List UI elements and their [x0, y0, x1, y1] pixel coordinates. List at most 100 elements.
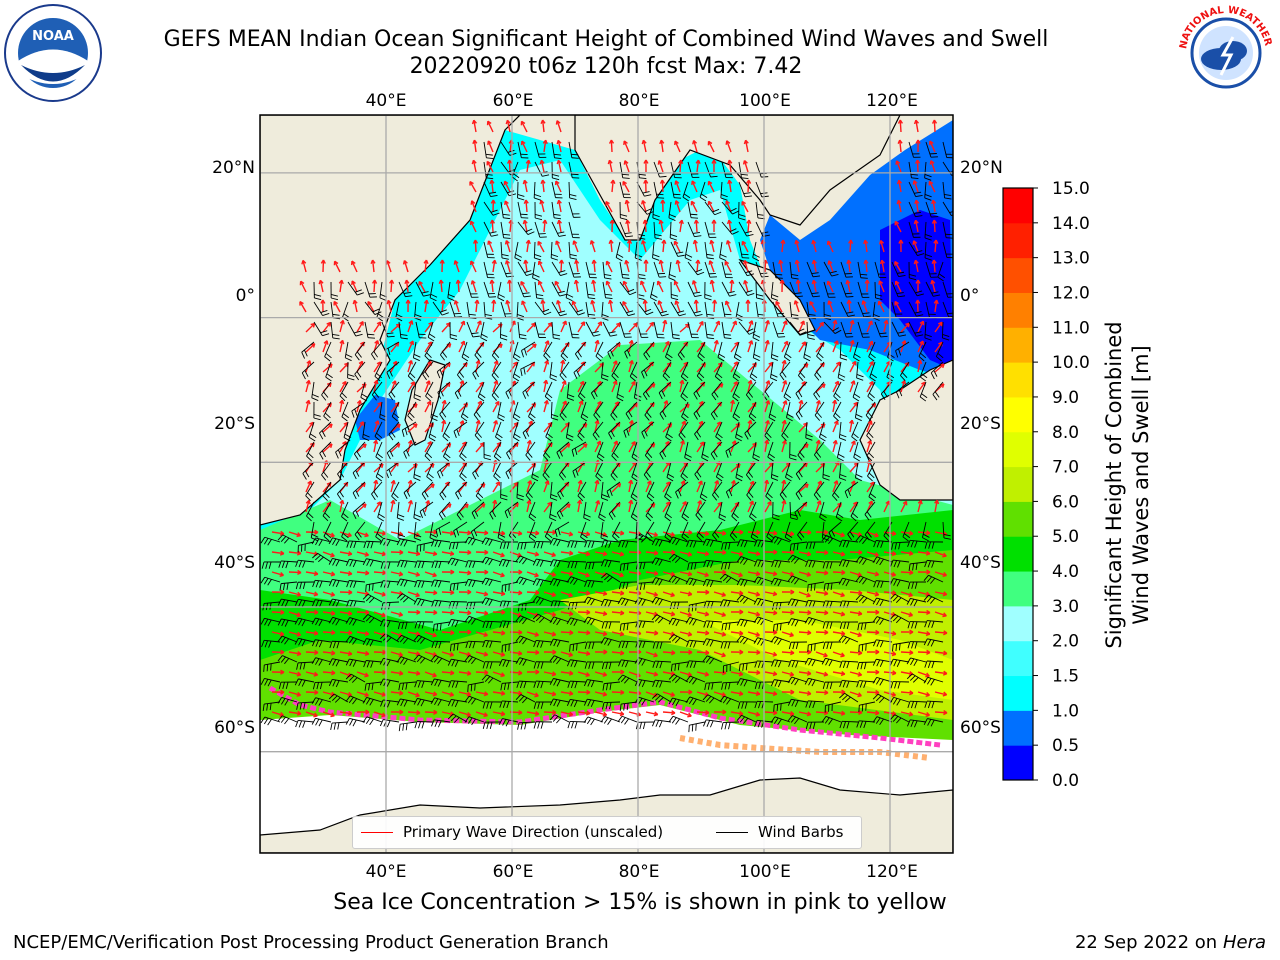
wave-arrow [832, 611, 846, 617]
wave-arrow [373, 611, 386, 618]
wave-arrow [356, 551, 370, 557]
wave-arrow [815, 671, 829, 677]
wave-arrow [555, 240, 562, 253]
wave-arrow [607, 159, 613, 173]
wave-arrow [764, 651, 778, 657]
legend-label: Wind Barbs [758, 823, 844, 841]
wave-arrow [407, 571, 421, 577]
colorbar-segment [1003, 501, 1033, 537]
wave-arrow [407, 651, 421, 657]
wave-arrow [560, 380, 567, 393]
wave-arrow [645, 550, 659, 556]
wave-arrow [917, 550, 931, 556]
wave-arrow [523, 199, 529, 213]
colorbar-segment [1003, 362, 1033, 398]
wave-arrow [470, 200, 477, 213]
wave-arrow [537, 280, 545, 293]
wave-arrow [577, 689, 591, 695]
wave-arrow [455, 279, 461, 293]
wave-arrow [407, 691, 420, 698]
wave-arrow [900, 649, 914, 656]
wave-arrow [691, 280, 698, 293]
wave-arrow [471, 159, 477, 173]
wave-arrow [521, 300, 528, 313]
wave-arrow [356, 421, 364, 433]
wave-arrow [305, 570, 319, 577]
wave-arrow [475, 549, 489, 555]
wave-arrow [628, 499, 634, 513]
wave-arrow [900, 500, 908, 513]
wave-arrow [540, 119, 546, 133]
wave-arrow [594, 500, 601, 513]
wave-arrow [849, 610, 863, 616]
wave-arrow [339, 380, 347, 393]
map-content [260, 115, 953, 853]
wave-arrow [556, 139, 562, 153]
wave-arrow [645, 570, 659, 576]
wave-arrow [271, 550, 285, 556]
wave-arrow [526, 691, 539, 698]
wave-arrow [747, 611, 761, 617]
wave-arrow [356, 609, 370, 616]
wave-arrow [492, 651, 506, 657]
wave-arrow [350, 260, 358, 273]
wave-arrow [713, 480, 720, 493]
wave-arrow [605, 280, 613, 293]
wave-arrow [611, 551, 625, 557]
wave-arrow [322, 650, 336, 656]
wave-arrow [678, 219, 684, 233]
wave-arrow [781, 320, 788, 333]
wave-arrow [407, 499, 413, 513]
wave-arrow [692, 239, 698, 253]
wave-arrow [339, 319, 345, 333]
wave-arrow [849, 339, 855, 353]
wave-arrow [458, 530, 472, 536]
colorbar-tick-label: 1.5 [1052, 667, 1079, 687]
wave-arrow [895, 160, 902, 173]
wave-arrow [645, 591, 659, 597]
wave-arrow [713, 691, 726, 698]
colorbar-tick-label: 0.5 [1052, 736, 1079, 756]
wave-arrow [288, 569, 302, 576]
colorbar-tick-label: 8.0 [1052, 423, 1079, 443]
colorbar-tick-label: 9.0 [1052, 388, 1079, 408]
wave-arrow [424, 571, 437, 578]
wave-arrow [560, 503, 571, 513]
wave-arrow [815, 610, 829, 616]
wave-arrow [486, 120, 494, 133]
wave-arrow [900, 530, 914, 536]
wave-arrow [560, 690, 574, 696]
wave-arrow [832, 651, 845, 658]
wave-arrow [305, 630, 319, 636]
wave-arrow [543, 671, 557, 677]
lon-tick-top: 60°E [493, 91, 534, 111]
wave-arrow [832, 689, 846, 695]
wave-arrow [560, 550, 574, 556]
wave-arrow [811, 259, 817, 273]
wave-arrow [917, 320, 925, 333]
wave-arrow [934, 611, 947, 618]
wave-arrow [339, 339, 345, 353]
wave-arrow [504, 200, 511, 213]
wave-arrow [458, 629, 472, 635]
wave-arrow [692, 139, 698, 153]
wave-arrow [764, 530, 778, 536]
wave-arrow [674, 140, 681, 153]
wave-arrow [775, 300, 783, 313]
wave-arrow [798, 571, 812, 577]
wave-arrow [931, 219, 938, 233]
wave-arrow [560, 670, 574, 676]
wave-arrow [390, 571, 404, 577]
wave-arrow [793, 300, 800, 313]
wave-arrow [913, 119, 920, 133]
wave-arrow [474, 299, 480, 313]
wave-arrow [611, 440, 619, 453]
wave-arrow [781, 439, 787, 453]
lat-tick-right: 0° [960, 286, 979, 306]
wave-arrow [713, 339, 719, 353]
wave-arrow [679, 551, 693, 557]
wave-arrow [492, 400, 500, 413]
wave-arrow [560, 359, 566, 373]
lon-tick-bottom: 80°E [619, 862, 660, 882]
wave-arrow [571, 300, 579, 313]
